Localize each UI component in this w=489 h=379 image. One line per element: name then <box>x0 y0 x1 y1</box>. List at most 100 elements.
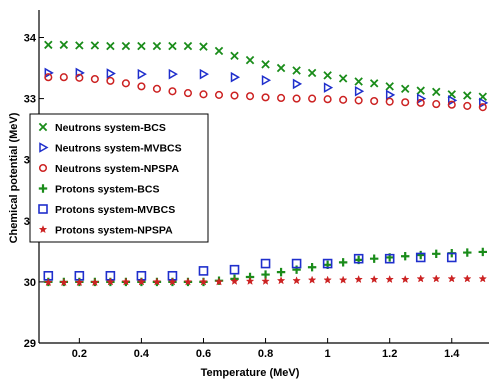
data-point <box>199 42 208 51</box>
data-point <box>447 100 456 109</box>
data-point <box>90 74 99 84</box>
data-point <box>230 71 241 83</box>
data-point <box>152 277 162 286</box>
data-point <box>260 258 271 269</box>
data-point <box>369 254 379 263</box>
data-point <box>44 73 53 82</box>
data-point <box>230 51 239 61</box>
legend-items: Neutrons system-BCS Neutrons system-MVBCS… <box>38 122 182 237</box>
data-point <box>338 275 348 284</box>
data-point <box>245 92 255 101</box>
x-tick-label: 0.6 <box>196 348 211 360</box>
data-point <box>401 252 410 261</box>
data-point <box>463 248 472 257</box>
x-tick-label: 0.8 <box>258 348 273 360</box>
data-point <box>168 87 177 96</box>
legend-marker <box>39 142 49 153</box>
data-point <box>446 252 457 263</box>
legend-marker <box>38 224 48 234</box>
data-point <box>416 274 426 283</box>
data-point <box>276 276 286 285</box>
data-point <box>462 274 472 283</box>
data-point <box>137 82 146 91</box>
data-point <box>339 95 348 104</box>
data-point <box>261 74 272 86</box>
data-point <box>307 68 317 78</box>
x-tick-label: 0.2 <box>72 348 87 360</box>
data-point <box>323 95 332 104</box>
data-point <box>168 68 178 80</box>
data-point <box>245 276 255 285</box>
data-point <box>245 55 255 65</box>
data-point <box>121 79 130 88</box>
data-point <box>354 77 363 86</box>
data-point <box>307 263 317 272</box>
data-point <box>137 41 146 51</box>
data-point <box>152 41 162 51</box>
legend-item: Protons system-BCS <box>38 184 159 196</box>
data-point <box>106 68 116 79</box>
data-point <box>385 97 394 106</box>
data-point <box>416 86 425 95</box>
legend: Neutrons system-BCS Neutrons system-MVBCS… <box>29 113 209 243</box>
data-point <box>416 93 427 104</box>
data-point <box>214 46 224 56</box>
legend-item: Neutrons system-BCS <box>38 122 166 134</box>
data-point <box>432 87 441 97</box>
legend-label: Neutrons system-BCS <box>55 122 166 134</box>
data-point <box>152 84 161 93</box>
data-point <box>400 274 410 284</box>
data-point <box>292 78 303 90</box>
legend-label: Protons system-BCS <box>55 184 159 196</box>
data-point <box>292 94 301 103</box>
data-point <box>431 274 441 283</box>
data-point <box>199 68 209 80</box>
data-point <box>369 79 379 88</box>
data-point <box>59 40 69 50</box>
data-point <box>276 63 286 73</box>
data-point <box>478 274 488 283</box>
data-point <box>106 41 115 51</box>
data-point <box>447 274 457 283</box>
data-point <box>400 84 410 94</box>
series-neutrons-system-bcs <box>44 40 488 101</box>
series-protons-system-npspa <box>44 274 488 287</box>
data-point <box>214 90 224 99</box>
data-point <box>478 103 487 112</box>
legend-label: Protons system-MVBCS <box>55 204 175 216</box>
legend-item: Protons system-MVBCS <box>38 204 175 216</box>
legend-label: Neutrons system-MVBCS <box>55 143 182 155</box>
y-tick-label: 33 <box>24 94 36 106</box>
data-point <box>323 82 334 93</box>
data-point <box>479 97 489 109</box>
data-point <box>384 253 395 264</box>
data-point <box>183 89 193 98</box>
data-point <box>369 274 379 284</box>
data-point <box>292 265 301 274</box>
data-point <box>323 275 332 284</box>
x-tick-label: 1.2 <box>382 348 397 360</box>
data-point <box>44 67 54 79</box>
legend-label: Neutrons system-NPSPA <box>55 163 180 175</box>
data-point <box>354 96 363 105</box>
data-point <box>214 277 224 286</box>
data-point <box>401 98 410 107</box>
data-point <box>416 98 425 107</box>
data-point <box>448 95 458 106</box>
legend-item: Protons system-NPSPA <box>38 224 173 237</box>
data-point <box>59 277 69 287</box>
data-point <box>137 277 146 286</box>
data-point <box>432 249 441 258</box>
data-point <box>183 41 193 51</box>
data-point <box>261 276 270 285</box>
data-point <box>229 264 240 275</box>
data-point <box>276 267 286 277</box>
data-point <box>415 252 426 263</box>
data-point <box>198 266 209 276</box>
data-point <box>432 100 441 109</box>
y-tick-label: 34 <box>24 32 37 44</box>
data-point <box>230 276 239 285</box>
x-tick-label: 1.4 <box>444 348 460 360</box>
y-tick-label: 29 <box>24 338 36 350</box>
